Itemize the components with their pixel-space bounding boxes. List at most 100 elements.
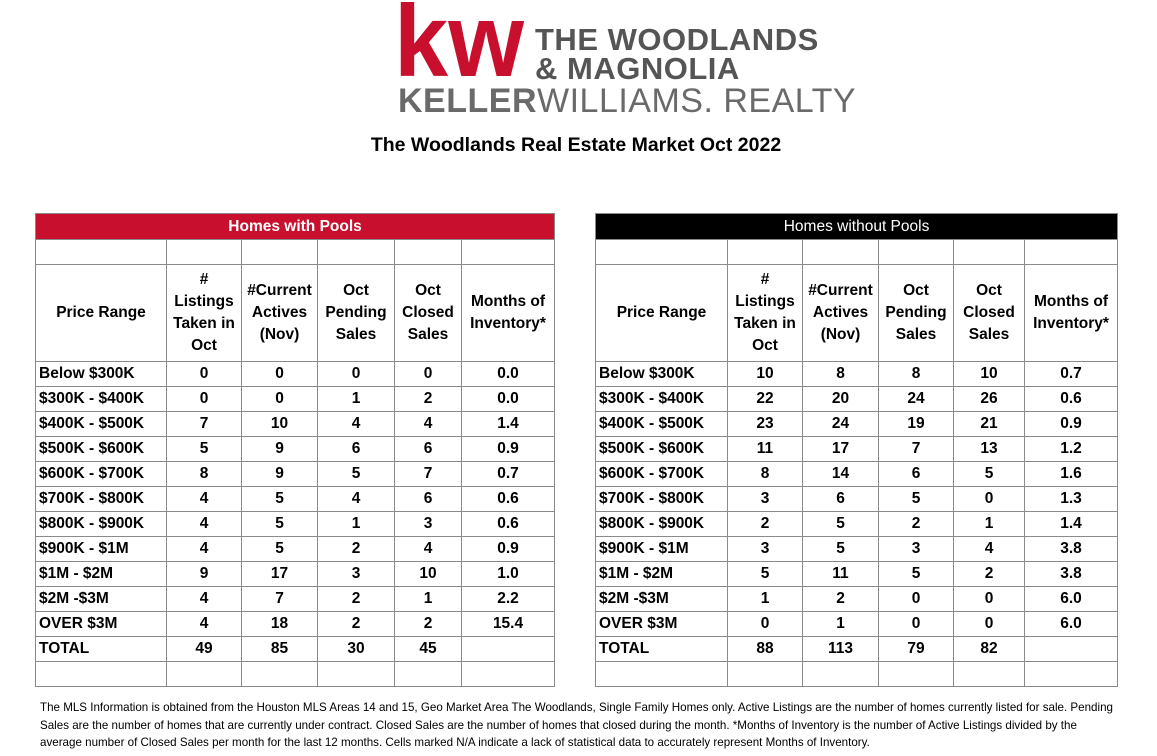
cell-pending-sales: 6 — [317, 436, 395, 462]
table-row: $400K - $500K 23 24 19 21 0.9 — [595, 411, 1119, 437]
cell-closed-sales: 6 — [394, 436, 462, 462]
col-closed-sales: Oct Closed Sales — [394, 264, 462, 362]
cell-pending-sales: 2 — [317, 611, 395, 637]
cell-current-actives: 0 — [241, 386, 318, 412]
cell-closed-sales: 4 — [394, 536, 462, 562]
cell-closed-sales: 45 — [394, 636, 462, 662]
cell-pending-sales: 2 — [317, 586, 395, 612]
nopools-body: Below $300K 10 8 8 10 0.7 $300K - $400K 22 20 24 2… — [595, 361, 1119, 687]
cell-months-inventory: 1.0 — [460, 561, 556, 587]
cell-pending-sales: 5 — [878, 486, 954, 512]
nopools-header-row: Price Range # Listings Taken in Oct #Curren… — [595, 264, 1119, 362]
cell-months-inventory: 2.2 — [460, 586, 556, 612]
cell-price-range: $2M -$3M — [35, 586, 167, 612]
svg-text:kw: kw — [398, 2, 524, 80]
cell-months-inventory: 0.6 — [1023, 386, 1119, 412]
table-row: $400K - $500K 7 10 4 4 1.4 — [35, 411, 556, 437]
cell-price-range: Below $300K — [35, 361, 167, 387]
logo-line-2: & MAGNOLIA — [535, 51, 740, 86]
cell-listings-taken: 3 — [727, 486, 803, 512]
cell-closed-sales: 2 — [394, 386, 462, 412]
cell-months-inventory: 3.8 — [1023, 561, 1119, 587]
cell-current-actives: 20 — [802, 386, 879, 412]
cell-listings-taken: 88 — [727, 636, 803, 662]
footnote: The MLS Information is obtained from the… — [40, 701, 1113, 749]
cell-pending-sales: 5 — [317, 461, 395, 487]
nopools-table: Homes without Pools Price Range # Listing… — [594, 213, 1119, 687]
cell-listings-taken: 11 — [727, 436, 803, 462]
table-row: $500K - $600K 5 9 6 6 0.9 — [35, 436, 556, 462]
cell-current-actives: 9 — [241, 436, 318, 462]
cell-closed-sales: 6 — [394, 486, 462, 512]
cell-current-actives: 8 — [802, 361, 879, 387]
cell-price-range: $900K - $1M — [595, 536, 728, 562]
cell-current-actives: 14 — [802, 461, 879, 487]
cell-closed-sales: 4 — [953, 536, 1025, 562]
cell-listings-taken: 2 — [727, 511, 803, 537]
cell-pending-sales: 3 — [317, 561, 395, 587]
cell-months-inventory: 1.2 — [1023, 436, 1119, 462]
cell-current-actives: 10 — [241, 411, 318, 437]
col-price-range: Price Range — [595, 264, 728, 362]
pools-table: Homes with Pools Price Range # Listings Ta… — [34, 213, 556, 687]
cell-pending-sales: 2 — [878, 511, 954, 537]
cell-price-range: $900K - $1M — [35, 536, 167, 562]
table-row: $300K - $400K 22 20 24 26 0.6 — [595, 386, 1119, 412]
nopools-heading: Homes without Pools — [594, 213, 1119, 240]
cell-current-actives: 5 — [241, 536, 318, 562]
cell-listings-taken: 22 — [727, 386, 803, 412]
cell-pending-sales: 24 — [878, 386, 954, 412]
cell-listings-taken: 49 — [166, 636, 242, 662]
table-row: $2M -$3M 4 7 2 1 2.2 — [35, 586, 556, 612]
cell-listings-taken: 23 — [727, 411, 803, 437]
col-current-actives: #Current Actives (Nov) — [802, 264, 879, 362]
cell-price-range: $400K - $500K — [595, 411, 728, 437]
cell-price-range: $600K - $700K — [595, 461, 728, 487]
cell-months-inventory: 0.9 — [460, 536, 556, 562]
cell-current-actives: 6 — [802, 486, 879, 512]
table-row: $300K - $400K 0 0 1 2 0.0 — [35, 386, 556, 412]
cell-months-inventory: 6.0 — [1023, 586, 1119, 612]
col-pending-sales: Oct Pending Sales — [317, 264, 395, 362]
table-row: $500K - $600K 11 17 7 13 1.2 — [595, 436, 1119, 462]
cell-price-range: Below $300K — [595, 361, 728, 387]
cell-listings-taken: 0 — [166, 361, 242, 387]
cell-listings-taken: 4 — [166, 486, 242, 512]
cell-closed-sales: 26 — [953, 386, 1025, 412]
cell-current-actives: 1 — [802, 611, 879, 637]
col-months-inventory: Months of Inventory* — [460, 264, 556, 362]
cell-pending-sales: 7 — [878, 436, 954, 462]
cell-pending-sales: 0 — [317, 361, 395, 387]
pools-header-row: Price Range # Listings Taken in Oct #Curren… — [35, 264, 556, 362]
cell-price-range: $700K - $800K — [35, 486, 167, 512]
table-row: $800K - $900K 2 5 2 1 1.4 — [595, 511, 1119, 537]
cell-pending-sales: 4 — [317, 411, 395, 437]
cell-price-range: $600K - $700K — [35, 461, 167, 487]
cell-months-inventory: 0.0 — [460, 361, 556, 387]
cell-closed-sales: 21 — [953, 411, 1025, 437]
col-listings-taken: # Listings Taken in Oct — [166, 264, 242, 362]
col-current-actives: #Current Actives (Nov) — [241, 264, 318, 362]
cell-closed-sales: 2 — [394, 611, 462, 637]
kw-logo-mark: kw — [398, 2, 524, 80]
cell-pending-sales: 19 — [878, 411, 954, 437]
cell-pending-sales: 79 — [878, 636, 954, 662]
col-closed-sales: Oct Closed Sales — [953, 264, 1025, 362]
table-row: OVER $3M 4 18 2 2 15.4 — [35, 611, 556, 637]
cell-price-range: $700K - $800K — [595, 486, 728, 512]
logo-brand: KELLERWILLIAMS. REALTY — [398, 84, 856, 118]
cell-price-range: $500K - $600K — [35, 436, 167, 462]
cell-listings-taken: 4 — [166, 536, 242, 562]
cell-listings-taken: 9 — [166, 561, 242, 587]
cell-price-range: $800K - $900K — [595, 511, 728, 537]
cell-closed-sales: 7 — [394, 461, 462, 487]
cell-months-inventory: 0.7 — [1023, 361, 1119, 387]
cell-price-range: $1M - $2M — [35, 561, 167, 587]
cell-current-actives: 9 — [241, 461, 318, 487]
cell-price-range: $300K - $400K — [595, 386, 728, 412]
cell-months-inventory: 1.3 — [1023, 486, 1119, 512]
cell-months-inventory: 0.9 — [460, 436, 556, 462]
cell-listings-taken: 7 — [166, 411, 242, 437]
cell-current-actives: 2 — [802, 586, 879, 612]
cell-listings-taken: 0 — [727, 611, 803, 637]
